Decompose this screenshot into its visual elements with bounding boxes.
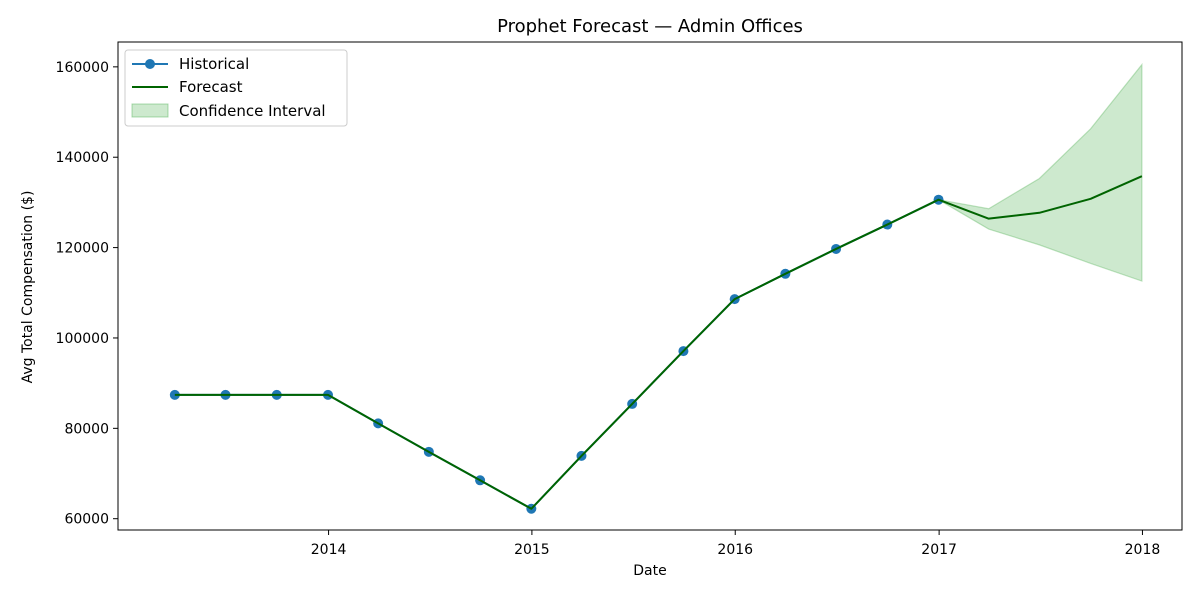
y-tick-label: 60000 [64,512,109,528]
x-axis-label: Date [633,563,666,579]
line-layer [169,194,944,514]
x-tick-label: 2015 [514,542,550,558]
y-axis-label: Avg Total Compensation ($) [20,191,36,384]
legend-label-historical: Historical [179,55,249,73]
legend-label-confidence-interval: Confidence Interval [179,102,326,120]
legend: Historical Forecast Confidence Interval [124,49,348,127]
y-tick-label: 100000 [56,331,109,347]
x-tick-label: 2017 [921,542,957,558]
y-tick-label: 160000 [56,60,109,76]
legend-frame [124,49,348,127]
confidence-interval-band [938,62,1143,282]
x-axis: 2014 2015 2016 2017 2018 [311,530,1161,558]
y-tick-label: 120000 [56,241,109,257]
chart-title: Prophet Forecast — Admin Offices [497,16,803,37]
legend-confidence-swatch [131,103,169,118]
plot-frame [117,41,1183,531]
confidence-band-layer [938,62,1143,282]
x-tick-label: 2014 [311,542,347,558]
legend-label-forecast: Forecast [179,78,243,96]
x-tick-label: 2018 [1125,542,1161,558]
historical-line [174,198,939,510]
legend-historical-marker-swatch [145,59,155,69]
x-tick-label: 2016 [717,542,753,558]
y-tick-label: 80000 [64,421,109,437]
y-tick-label: 140000 [56,150,109,166]
forecast-line [174,175,1143,510]
marker-layer [174,175,1143,510]
y-axis: 60000 80000 100000 120000 140000 160000 [56,60,118,528]
